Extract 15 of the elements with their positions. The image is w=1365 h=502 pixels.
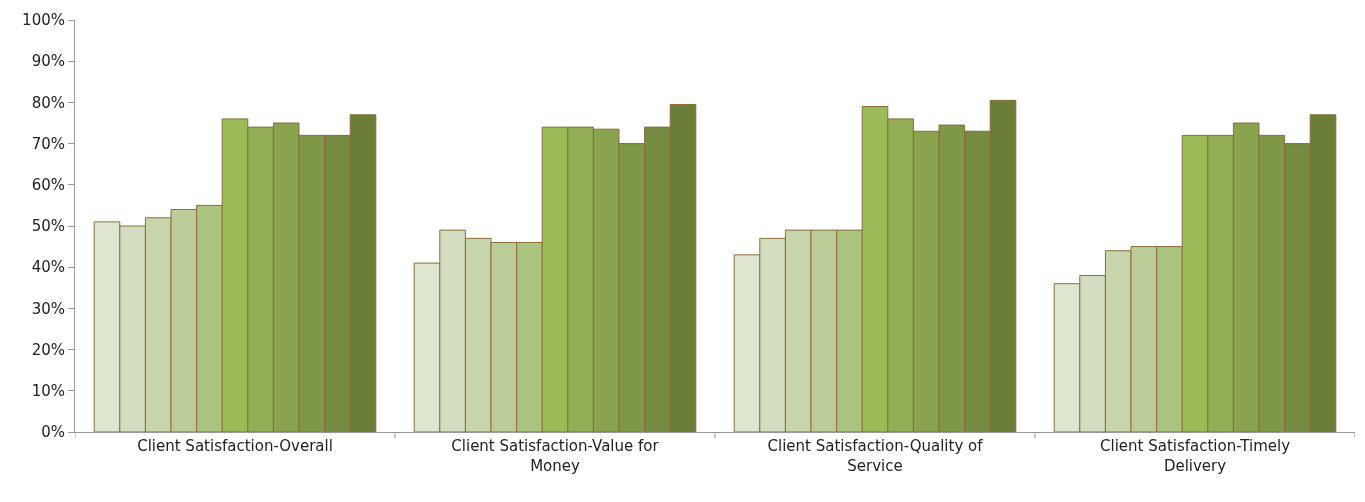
x-tick-label: Client Satisfaction-Timely Delivery [1099,437,1291,475]
y-tick-label: 90% [31,52,65,71]
y-tick-label: 100% [22,11,65,30]
y-tick-label: 10% [31,382,65,401]
y-tick-label: 50% [31,217,65,236]
y-tick-label: 40% [31,258,65,277]
y-tick-label: 70% [31,134,65,153]
x-tick-label: Client Satisfaction-Overall [137,437,333,455]
y-tick-label: 20% [31,340,65,359]
y-tick-label: 0% [41,423,65,442]
y-tick-label: 30% [31,299,65,318]
y-tick-label: 80% [31,93,65,112]
y-tick-label: 60% [31,176,65,195]
x-tick-label: Client Satisfaction-Value for Money [451,437,660,475]
x-tick-label: Client Satisfaction-Quality of Service [767,437,984,475]
